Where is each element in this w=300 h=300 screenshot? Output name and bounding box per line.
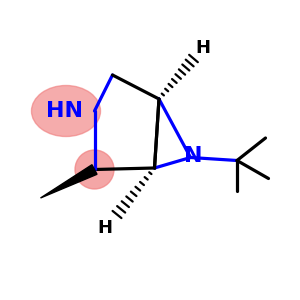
Circle shape	[75, 150, 114, 189]
Text: HN: HN	[46, 101, 83, 121]
Text: N: N	[184, 146, 203, 166]
Ellipse shape	[32, 85, 101, 136]
Text: H: H	[98, 219, 112, 237]
Text: H: H	[195, 39, 210, 57]
Polygon shape	[40, 165, 97, 198]
